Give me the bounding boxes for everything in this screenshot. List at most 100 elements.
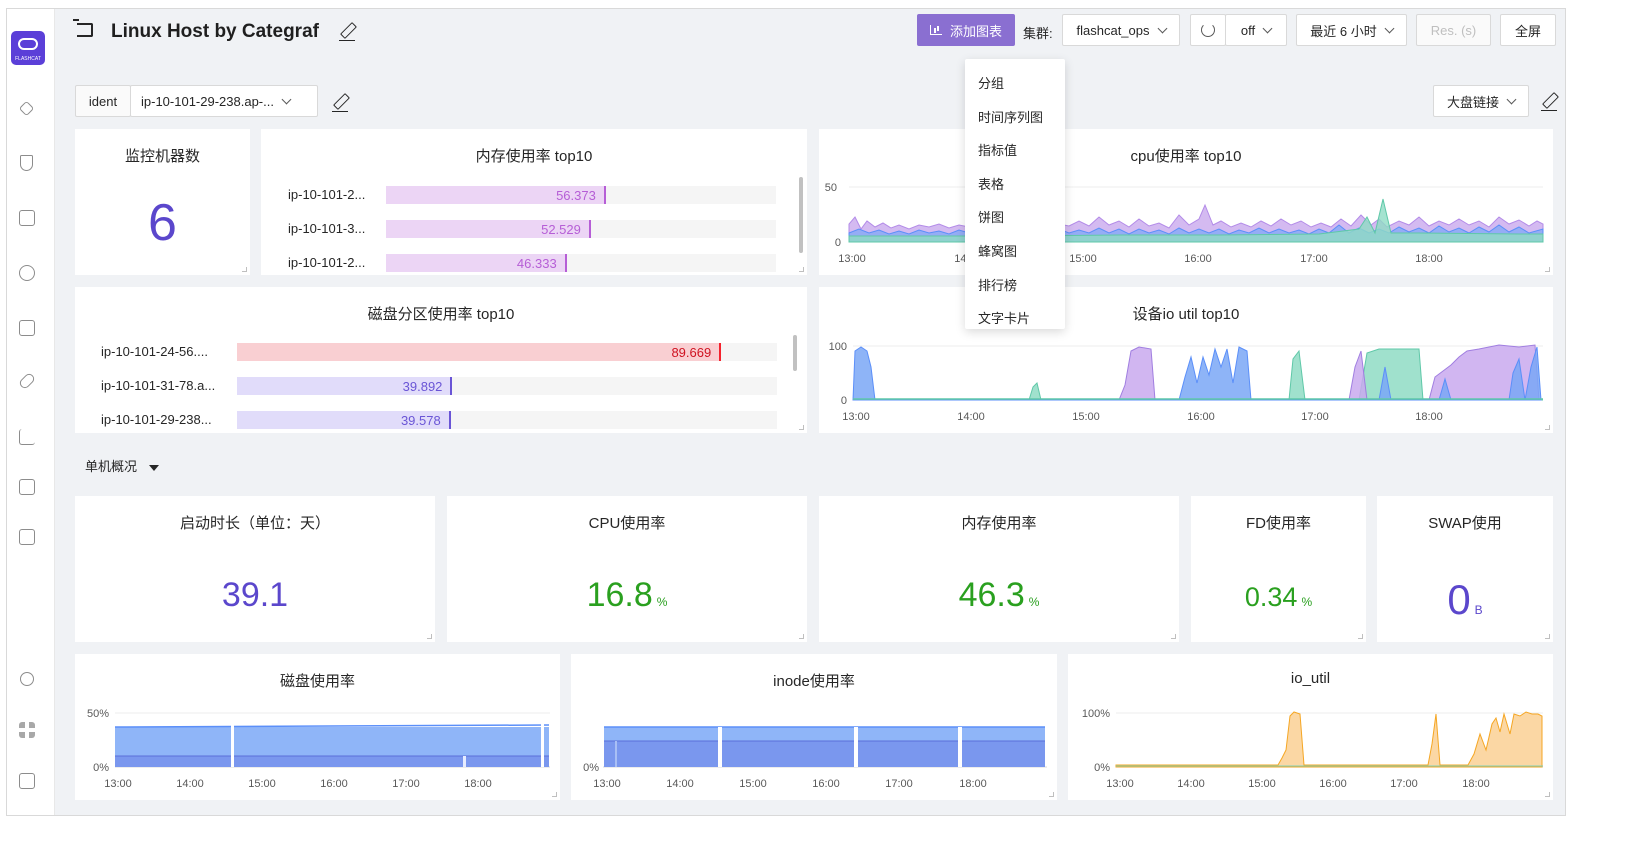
resize-handle[interactable] [1358,634,1363,639]
refresh-button[interactable] [1190,14,1226,46]
chevron-down-icon [1157,23,1167,33]
bar-track[interactable]: 56.373 [386,186,776,204]
uptime-stat: 39.1 [75,576,435,615]
bar-value: 56.373 [556,188,596,203]
menu-item[interactable]: 文字卡片 [978,311,1031,327]
bar-track[interactable]: 46.333 [386,254,776,272]
x-tick: 13:00 [104,778,132,790]
chevron-down-icon [1384,23,1395,33]
x-tick: 14:00 [666,778,694,790]
sidebar-chart-icon[interactable] [19,429,35,445]
menu-item[interactable]: 排行榜 [978,277,1018,293]
time-range-select[interactable]: 最近 6 小时 [1296,14,1407,46]
panel-disk-usage: 磁盘使用率 50% 0% 13:00 14:00 15:00 16:00 17:… [75,654,560,800]
auto-refresh-select[interactable]: off [1225,14,1287,46]
resize-handle[interactable] [552,792,557,797]
refresh-icon [1201,23,1215,37]
main-content: Linux Host by Categraf 添加图表 集群: flashcat… [55,9,1565,815]
section-toggle-single-host[interactable]: 单机概况 [85,456,159,475]
x-tick: 17:00 [392,778,420,790]
x-tick: 13:00 [593,778,621,790]
resize-handle[interactable] [799,634,804,639]
edit-links-icon[interactable] [1541,93,1557,111]
swap-usage-value: 0 [1447,576,1471,623]
back-icon[interactable] [73,19,93,37]
x-tick: 16:00 [812,778,840,790]
unit: % [1028,595,1040,609]
y-tick: 0% [1094,762,1110,774]
cluster-select[interactable]: flashcat_ops [1062,14,1180,46]
flashcat-logo[interactable]: FLASHCAT [11,31,45,65]
panel-title: FD使用率 [1246,515,1311,532]
bar-value: 46.333 [516,256,557,271]
edit-variable-icon[interactable] [332,94,348,112]
sidebar-apps-icon[interactable] [19,722,35,738]
sidebar-terminal-icon[interactable] [19,529,35,545]
menu-item[interactable]: 蜂窝图 [978,244,1018,259]
x-tick: 16:00 [1184,253,1212,265]
y-tick: 0 [841,395,847,407]
menu-item[interactable]: 饼图 [978,210,1005,226]
unit: B [1474,603,1483,617]
resize-handle[interactable] [1545,634,1550,639]
sidebar-user-icon[interactable] [20,672,34,686]
disk-scrollbar[interactable] [793,335,797,371]
sidebar-speed-icon[interactable] [19,265,35,281]
panel-title: cpu使用率 top10 [1130,148,1242,165]
resize-handle[interactable] [1545,267,1550,272]
bar-track[interactable]: 39.578 [237,411,777,429]
menu-item[interactable]: 分组 [978,76,1005,91]
x-tick: 18:00 [464,778,492,790]
ident-select[interactable]: ip-10-101-29-238.ap-... [130,85,318,117]
bar-fill: 39.578 [237,411,451,429]
resize-handle[interactable] [1545,425,1550,430]
bar-value: 89.669 [671,345,712,360]
sidebar-link-icon[interactable] [17,371,37,391]
unit: % [656,595,668,609]
resize-handle[interactable] [242,267,247,272]
bar-marker [588,220,591,238]
resize-handle[interactable] [1171,634,1176,639]
bar-track[interactable]: 52.529 [386,220,776,238]
menu-item[interactable]: 指标值 [978,143,1018,159]
sidebar-monitor-icon[interactable] [19,210,35,226]
resolution-input[interactable]: Res. (s) [1416,14,1491,46]
section-label: 单机概况 [85,459,138,474]
io-series-teal [853,348,1543,401]
resize-handle[interactable] [1545,792,1550,797]
add-chart-menu: 分组时间序列图指标值表格饼图蜂窝图排行榜文字卡片 [965,59,1065,329]
sidebar-bell-icon[interactable] [19,479,35,495]
add-chart-button[interactable]: 添加图表 [917,14,1015,46]
io-series-blue [852,346,1542,401]
edit-title-icon[interactable] [339,23,355,41]
fullscreen-button[interactable]: 全屏 [1500,14,1556,46]
mem-scrollbar[interactable] [799,177,803,253]
bar-fill: 89.669 [237,343,722,361]
bar-marker [564,254,567,272]
uptime-value: 39.1 [221,576,289,614]
dashboard-links-select[interactable]: 大盘链接 [1433,85,1529,117]
cpu-series-teal [848,198,1544,243]
menu-item[interactable]: 时间序列图 [978,109,1044,125]
y-tick: 0% [93,762,109,774]
x-tick: 17:00 [1301,411,1329,423]
panel-io-top10: 设备io util top10 100 0 13:00 14:00 15:00 … [819,287,1553,433]
bar-track[interactable]: 89.669 [237,343,777,361]
bar-track[interactable]: 39.892 [237,377,777,395]
sidebar-template-icon[interactable] [19,320,35,336]
resize-handle[interactable] [799,267,804,272]
resize-handle[interactable] [799,425,804,430]
cpu-top10-chart: 50 0 13:00 14:00 15:00 16:00 17:00 18:00 [825,182,1544,265]
sidebar: FLASHCAT [7,9,55,815]
resize-handle[interactable] [1049,792,1054,797]
panel-title: CPU使用率 [588,515,666,532]
resize-handle[interactable] [427,634,432,639]
add-chart-icon [929,25,942,35]
sidebar-dashboard-icon[interactable] [18,100,35,117]
sidebar-calendar-icon[interactable] [19,773,35,789]
sidebar-alert-icon[interactable] [20,155,33,171]
y-tick: 100% [1082,708,1110,720]
menu-item[interactable]: 表格 [978,176,1005,192]
